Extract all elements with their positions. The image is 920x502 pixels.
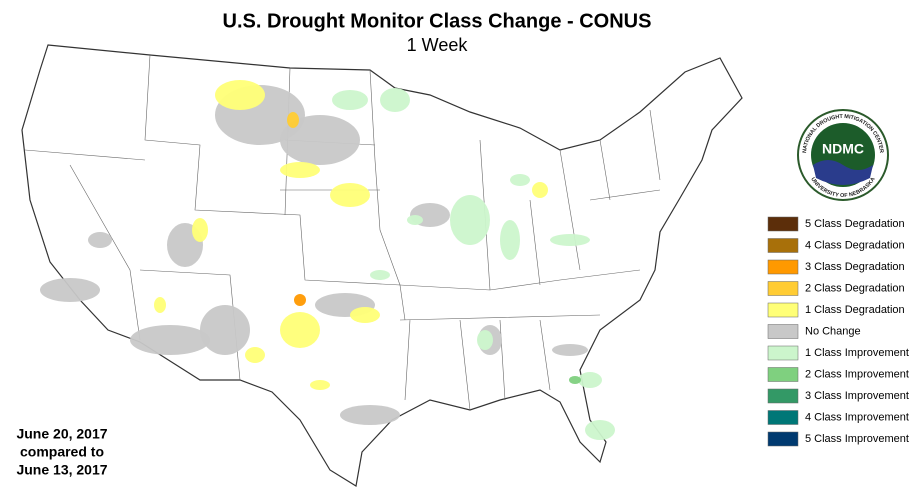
conus-outline xyxy=(21,44,743,487)
class-change-area xyxy=(280,162,320,178)
class-change-area xyxy=(40,278,100,302)
legend-label: 2 Class Improvement xyxy=(805,368,909,380)
class-change-area xyxy=(380,88,410,112)
class-change-area xyxy=(578,372,602,388)
class-change-area xyxy=(154,297,166,313)
legend-swatch xyxy=(767,259,799,275)
class-change-area xyxy=(500,220,520,260)
date-line: June 20, 2017 xyxy=(16,426,107,442)
legend-swatch xyxy=(767,216,799,232)
class-change-area xyxy=(310,380,330,390)
legend-swatch xyxy=(767,324,799,339)
date-note: June 20, 2017 compared to June 13, 2017 xyxy=(16,426,107,478)
class-change-area xyxy=(532,182,548,198)
class-change-area xyxy=(510,174,530,186)
subtitle: 1 Week xyxy=(407,35,469,55)
legend-swatch xyxy=(767,345,799,361)
legend-swatch xyxy=(767,302,799,318)
legend-swatch xyxy=(767,431,799,447)
legend-label: 4 Class Degradation xyxy=(805,239,905,251)
legend-label: 5 Class Degradation xyxy=(805,218,905,230)
class-change-area xyxy=(350,307,380,323)
date-line: June 13, 2017 xyxy=(16,462,107,478)
legend: 5 Class Degradation 4 Class Degradation 3 … xyxy=(767,216,909,447)
class-change-area xyxy=(294,294,306,306)
legend-swatch xyxy=(767,367,799,382)
ndmc-logo: NDMC NATIONAL DROUGHT MITIGATION CENTER … xyxy=(797,109,889,201)
class-change-area xyxy=(332,90,368,110)
us-map xyxy=(21,44,743,487)
legend-label: 4 Class Improvement xyxy=(805,411,909,423)
class-change-area xyxy=(370,270,390,280)
legend-swatch xyxy=(767,388,799,404)
class-change-area xyxy=(88,232,112,248)
class-change-area xyxy=(477,330,493,350)
class-change-area xyxy=(450,195,490,245)
class-change-area xyxy=(569,376,581,384)
legend-swatch xyxy=(767,238,799,253)
legend-swatch xyxy=(767,281,799,296)
class-change-area xyxy=(130,325,210,355)
class-change-area xyxy=(245,347,265,363)
legend-label: 5 Class Improvement xyxy=(805,433,909,445)
title: U.S. Drought Monitor Class Change - CONU… xyxy=(223,10,652,32)
state-lines xyxy=(24,54,661,411)
logo-abbr: NDMC xyxy=(822,141,864,157)
legend-label: 3 Class Improvement xyxy=(805,390,909,402)
class-change-area xyxy=(340,405,400,425)
class-change-area xyxy=(585,420,615,440)
legend-label: 3 Class Degradation xyxy=(805,261,905,273)
legend-label: 2 Class Degradation xyxy=(805,282,905,294)
date-line: compared to xyxy=(20,444,104,460)
class-change-area xyxy=(330,183,370,207)
legend-label: 1 Class Degradation xyxy=(805,304,905,316)
legend-label: 1 Class Improvement xyxy=(805,347,909,359)
legend-label: No Change xyxy=(805,325,861,337)
class-change-area xyxy=(550,234,590,246)
class-change-area xyxy=(215,80,265,110)
class-change-area xyxy=(192,218,208,242)
class-change-area xyxy=(552,344,588,356)
logo-wave xyxy=(813,160,873,185)
class-change-area xyxy=(407,215,423,225)
legend-swatch xyxy=(767,410,799,425)
class-change-area xyxy=(200,305,250,355)
class-change-area xyxy=(280,312,320,348)
class-change-area xyxy=(287,112,299,128)
class-change-area xyxy=(280,115,360,165)
